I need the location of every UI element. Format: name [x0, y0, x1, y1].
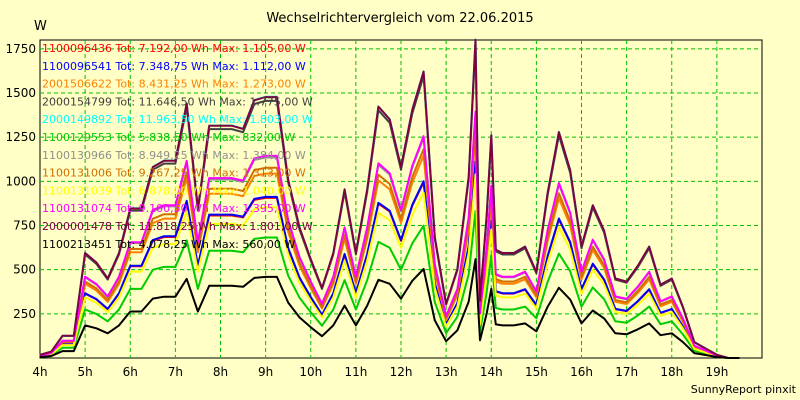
series-line-2000001478	[39, 38, 740, 359]
x-tick-label: 5h	[78, 365, 93, 379]
y-tick-label: 1750	[5, 42, 36, 56]
x-tick-label: 12h	[390, 365, 413, 379]
legend-entry-2000154799: 2000154799 Tot: 11.646,50 Wh Max: 1.775,…	[42, 95, 313, 108]
series-line-1100096541	[39, 160, 740, 359]
series-line-1100131074	[39, 110, 740, 359]
legend-entry-1100130966: 1100130966 Tot: 8.949,25 Wh Max: 1.384,0…	[42, 149, 306, 162]
series-line-2001506622	[39, 132, 740, 359]
y-axis-unit: W	[34, 19, 47, 34]
series-line-1100131039	[39, 173, 740, 359]
x-tick-label: 9h	[258, 365, 273, 379]
x-tick-label: 17h	[615, 365, 638, 379]
x-tick-label: 16h	[570, 365, 593, 379]
x-tick-label: 8h	[213, 365, 228, 379]
legend-entry-1100131074: 1100131074 Tot: 9.100,50 Wh Max: 1.395,0…	[42, 202, 306, 215]
series-line-2000154799	[39, 43, 740, 359]
legend: 1100096436 Tot: 7.192,00 Wh Max: 1.105,0…	[42, 42, 313, 251]
legend-entry-2001506622: 2001506622 Tot: 8.431,25 Wh Max: 1.273,0…	[42, 78, 306, 91]
legend-entry-1100213451: 1100213451 Tot: 4.078,25 Wh Max: 560,00 …	[42, 238, 295, 251]
x-tick-label: 18h	[660, 365, 683, 379]
legend-entry-1100129553: 1100129553 Tot: 5.838,50 Wh Max: 832,00 …	[42, 131, 295, 144]
axis-ticks: 250 500 750 1000 1250 1500 1750 4h 5h 6h 7h 8h 9h 10h…	[5, 42, 728, 379]
x-tick-label: 4h	[32, 365, 47, 379]
legend-entry-2000001478: 2000001478 Tot: 11.818,25 Wh Max: 1.801,…	[42, 220, 313, 233]
y-tick-label: 1500	[5, 86, 36, 100]
legend-entry-1100131006: 1100131006 Tot: 9.267,25 Wh Max: 1.313,0…	[42, 167, 306, 180]
series-line-1100213451	[39, 258, 740, 359]
grid	[40, 40, 762, 358]
x-tick-label: 13h	[435, 365, 458, 379]
legend-entry-1100096436: 1100096436 Tot: 7.192,00 Wh Max: 1.105,0…	[42, 42, 306, 55]
x-tick-label: 6h	[123, 365, 138, 379]
legend-entry-2000149892: 2000149892 Tot: 11.963,50 Wh Max: 1.803,…	[42, 113, 313, 126]
y-tick-label: 500	[13, 263, 36, 277]
x-tick-label: 11h	[344, 365, 367, 379]
chart-title: Wechselrichtervergleich vom 22.06.2015	[266, 11, 533, 26]
x-tick-label: 14h	[480, 365, 503, 379]
x-tick-label: 7h	[168, 365, 183, 379]
x-tick-label: 10h	[299, 365, 322, 379]
series-line-1100131006	[39, 125, 740, 359]
y-tick-label: 1250	[5, 130, 36, 144]
legend-entry-1100131039: 1100131039 Tot: 6.878,00 Wh Max: 1.040,0…	[42, 184, 306, 197]
y-tick-label: 1000	[5, 174, 36, 188]
x-tick-label: 15h	[525, 365, 548, 379]
y-tick-label: 750	[13, 219, 36, 233]
series-line-1100129553	[39, 210, 740, 359]
legend-entry-1100096541: 1100096541 Tot: 7.348,75 Wh Max: 1.112,0…	[42, 60, 306, 73]
y-tick-label: 250	[13, 307, 36, 321]
footer-credit: SunnyReport pinxit	[691, 383, 797, 396]
x-tick-label: 19h	[705, 365, 728, 379]
series-lines	[39, 38, 740, 359]
